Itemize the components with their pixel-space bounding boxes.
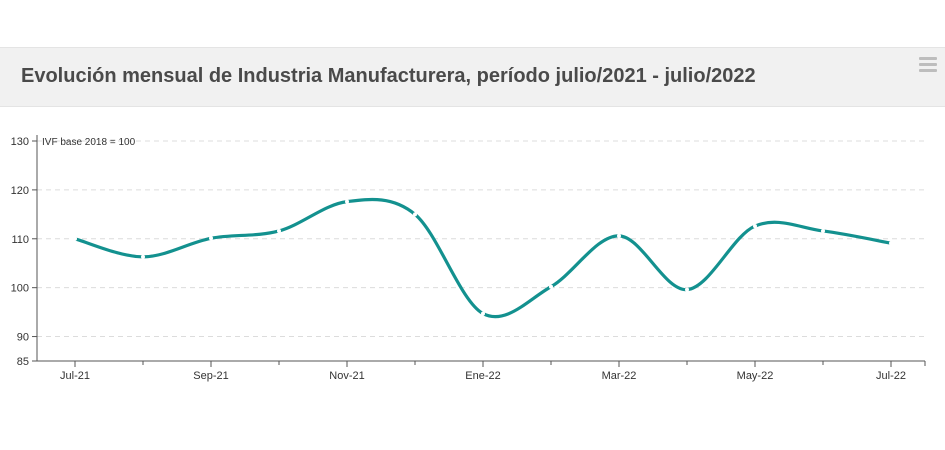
grid-lines (37, 140, 925, 338)
x-tick-label-Jul-21: Jul-21 (60, 370, 90, 382)
x-tick-label-Sep-21: Sep-21 (193, 370, 228, 382)
y-tick-label-100: 100 (11, 283, 29, 295)
y-tick-label-130: 130 (11, 136, 29, 148)
y-tick-label-90: 90 (17, 332, 29, 344)
data-point-Ago-21 (141, 254, 145, 259)
y-axis-title: IVF base 2018 = 100 (42, 137, 136, 148)
data-point-Jul-22 (889, 241, 893, 246)
data-point-Dic-21 (413, 212, 417, 217)
data-point-Jul-21 (73, 236, 77, 241)
x-tick-label-Ene-22: Ene-22 (465, 370, 500, 382)
x-tick-label-Mar-22: Mar-22 (602, 370, 637, 382)
data-point-Sep-21 (209, 236, 213, 241)
y-tick-label-120: 120 (11, 185, 29, 197)
series-group (73, 197, 893, 319)
data-point-May-22 (753, 224, 757, 229)
chart-title: Evolución mensual de Industria Manufactu… (21, 65, 756, 87)
data-point-Feb-22 (549, 284, 553, 289)
x-tick-label-May-22: May-22 (737, 370, 774, 382)
data-point-Mar-22 (617, 233, 621, 238)
axes (36, 135, 925, 362)
x-tick-label-Nov-21: Nov-21 (329, 370, 364, 382)
chart-header: Evolución mensual de Industria Manufactu… (0, 47, 945, 107)
x-tick-label-Jul-22: Jul-22 (876, 370, 906, 382)
chart-area: 85 90 100 110 120 130 Jul-21 Sep-21 Nov-21 Ene-2… (0, 108, 945, 450)
data-point-Jun-22 (821, 228, 825, 233)
line-chart: 85 90 100 110 120 130 Jul-21 Sep-21 Nov-21 Ene-2… (11, 135, 926, 382)
data-point-Oct-21 (277, 228, 281, 233)
y-axis-ticks: 85 90 100 110 120 130 (11, 136, 37, 368)
data-point-Ene-22 (481, 311, 485, 316)
x-axis-ticks: Jul-21 Sep-21 Nov-21 Ene-22 Mar-22 May-22 Jul-… (60, 361, 926, 382)
data-point-Nov-21 (345, 199, 349, 204)
hamburger-menu-icon[interactable] (919, 57, 937, 75)
y-tick-label-110: 110 (11, 234, 29, 246)
y-tick-label-85: 85 (17, 356, 29, 368)
data-point-Abr-22 (685, 287, 689, 292)
series-line-0 (73, 197, 893, 319)
